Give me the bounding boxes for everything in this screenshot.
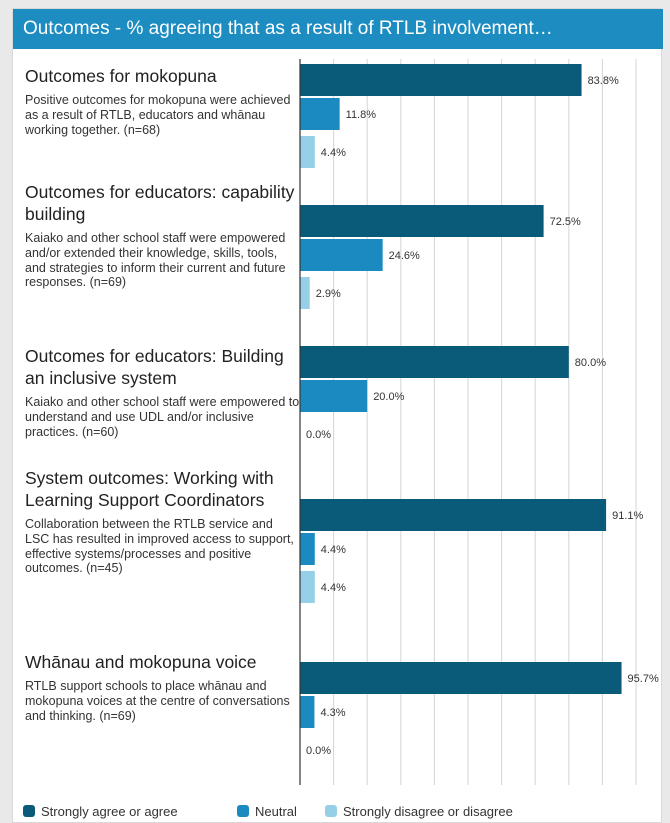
category-block-inclusive: Outcomes for educators: Building an incl… (25, 345, 300, 439)
bar-2-0 (300, 136, 315, 168)
bar-plot: 83.8% 72.5% 80.0% 91.1% 95.7% 11.8% 24.6% 20.0%… (299, 59, 659, 785)
data-label: 80.0% (575, 357, 606, 369)
legend-swatch-agree (23, 805, 35, 817)
bar-0-3 (300, 499, 607, 531)
data-label: 4.4% (321, 582, 346, 594)
data-label: 24.6% (389, 250, 420, 262)
bar-0-0 (300, 64, 582, 96)
legend-label: Neutral (255, 804, 297, 819)
legend-swatch-disagree (325, 805, 337, 817)
bar-2-3 (300, 571, 315, 603)
category-description: Positive outcomes for mokopuna were achi… (25, 93, 291, 137)
data-label: 4.4% (321, 544, 346, 556)
data-label: 83.8% (588, 75, 619, 87)
bar-2-1 (300, 277, 310, 309)
legend-swatch-neutral (237, 805, 249, 817)
legend-item-neutral: Neutral (237, 804, 297, 819)
bar-0-1 (300, 205, 544, 237)
legend-item-disagree: Strongly disagree or disagree (325, 804, 513, 819)
data-label: 72.5% (550, 216, 581, 228)
category-block-lsc: System outcomes: Working with Learning S… (25, 467, 300, 576)
bar-1-2 (300, 380, 368, 412)
data-label: 0.0% (306, 429, 331, 441)
data-label: 95.7% (628, 673, 659, 685)
category-block-mokopuna: Outcomes for mokopuna Positive outcomes … (25, 65, 300, 137)
bar-1-1 (300, 239, 383, 271)
category-description: Collaboration between the RTLB service a… (25, 517, 294, 576)
category-title: Outcomes for educators: capability build… (25, 182, 295, 224)
category-title: Outcomes for educators: Building an incl… (25, 346, 284, 388)
data-label: 91.1% (612, 510, 643, 522)
legend-label: Strongly disagree or disagree (343, 804, 513, 819)
category-title: Whānau and mokopuna voice (25, 652, 257, 672)
bar-0-4 (300, 662, 622, 694)
chart-title: Outcomes - % agreeing that as a result o… (23, 18, 553, 39)
bar-1-4 (300, 696, 315, 728)
bar-1-0 (300, 98, 340, 130)
data-label: 11.8% (346, 109, 377, 121)
category-title: System outcomes: Working with Learning S… (25, 468, 274, 510)
data-label: 20.0% (373, 391, 404, 403)
category-description: Kaiako and other school staff were empow… (25, 395, 300, 439)
legend: Strongly agree or agree Neutral Strongly… (23, 804, 663, 822)
data-label: 4.3% (320, 707, 345, 719)
data-label: 0.0% (306, 745, 331, 757)
category-description: RTLB support schools to place whānau and… (25, 679, 290, 723)
legend-item-agree: Strongly agree or agree (23, 804, 178, 819)
title-banner: Outcomes - % agreeing that as a result o… (13, 9, 663, 49)
category-block-voice: Whānau and mokopuna voice RTLB support s… (25, 651, 300, 723)
chart-panel: Outcomes - % agreeing that as a result o… (12, 8, 663, 823)
category-description: Kaiako and other school staff were empow… (25, 231, 286, 290)
data-label: 4.4% (321, 147, 346, 159)
bar-0-2 (300, 346, 569, 378)
category-block-capability: Outcomes for educators: capability build… (25, 181, 300, 290)
data-label: 2.9% (316, 288, 341, 300)
legend-label: Strongly agree or agree (41, 804, 178, 819)
bar-1-3 (300, 533, 315, 565)
category-title: Outcomes for mokopuna (25, 66, 217, 86)
